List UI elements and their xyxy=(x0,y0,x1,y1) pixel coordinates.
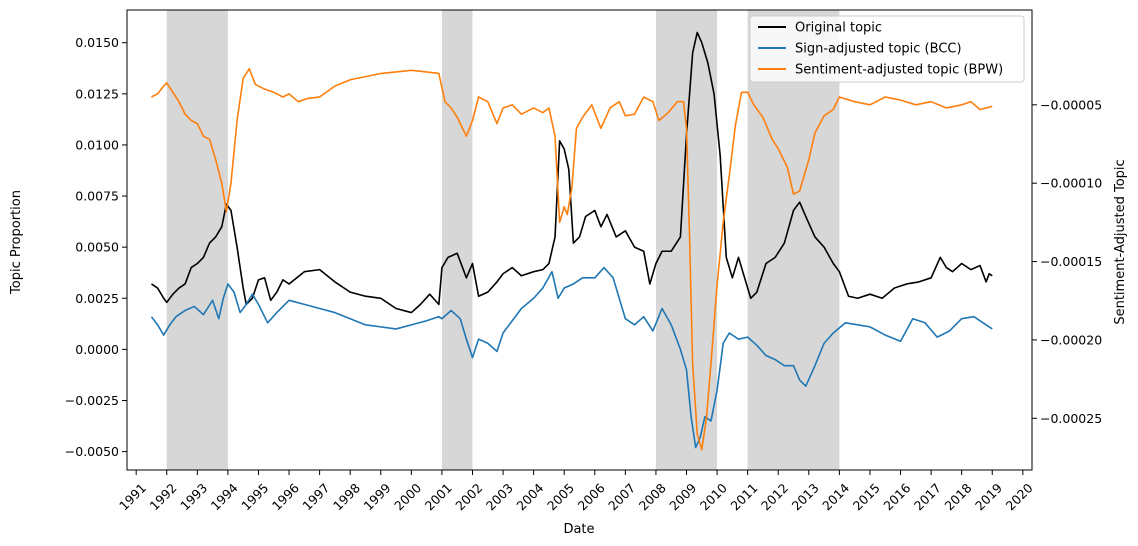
y-left-tick-label-0: −0.0050 xyxy=(65,444,119,459)
y-left-tick-label-8: 0.0150 xyxy=(75,35,119,50)
y-right-tick-label-3: −0.00010 xyxy=(1040,176,1102,191)
x-tick-label-29: 2020 xyxy=(1003,480,1036,513)
legend-box xyxy=(749,15,1025,83)
series-line-1 xyxy=(150,266,993,449)
x-tick-label-19: 2010 xyxy=(697,480,730,513)
y-axis-label-left: Topic Proportion xyxy=(9,190,24,295)
x-tick-label-22: 2013 xyxy=(789,480,822,513)
shaded-period-2 xyxy=(655,10,718,470)
x-tick-label-16: 2007 xyxy=(605,480,638,513)
x-tick-label-23: 2014 xyxy=(819,480,852,513)
y-left-tick-label-6: 0.0100 xyxy=(75,137,119,152)
y-right-tick-label-2: −0.00015 xyxy=(1040,254,1102,269)
x-tick-label-26: 2017 xyxy=(911,480,944,513)
x-tick-label-6: 1997 xyxy=(299,480,332,513)
x-tick-label-14: 2005 xyxy=(544,480,577,513)
y-axis-label-right: Sentiment-Adjusted Topic xyxy=(1113,159,1128,324)
shaded-period-3 xyxy=(747,10,840,470)
x-tick-label-13: 2004 xyxy=(513,480,546,513)
y-left-tick-label-7: 0.0125 xyxy=(75,86,119,101)
y-left-tick-label-2: 0.0000 xyxy=(75,342,119,357)
x-tick-label-3: 1994 xyxy=(208,480,241,513)
y-axis-right: −0.00025 −0.00020 −0.00015 −0.00010 −0.00005 xyxy=(1032,97,1102,426)
x-tick-label-17: 2008 xyxy=(636,480,669,513)
x-tick-label-18: 2009 xyxy=(666,480,699,513)
legend-label-1: Sign-adjusted topic (BCC) xyxy=(795,42,962,57)
x-tick-label-28: 2019 xyxy=(972,480,1005,513)
x-tick-label-24: 2015 xyxy=(850,480,883,513)
series-lines xyxy=(150,31,993,451)
y-axis-left: −0.0050 −0.0025 0.0000 0.0025 0.0050 0.0075 0.… xyxy=(65,35,127,459)
x-tick-label-12: 2003 xyxy=(483,480,516,513)
legend: Original topic Sign-adjusted topic (BCC)… xyxy=(749,15,1025,83)
y-left-tick-label-1: −0.0025 xyxy=(65,393,119,408)
y-right-tick-label-1: −0.00020 xyxy=(1040,332,1102,347)
x-tick-label-5: 1996 xyxy=(269,480,302,513)
x-tick-label-8: 1999 xyxy=(361,480,394,513)
legend-label-2: Sentiment-adjusted topic (BPW) xyxy=(795,63,1003,78)
x-axis: 1991199219931994199519961997199819992000… xyxy=(116,470,1036,513)
x-tick-label-1: 1992 xyxy=(147,480,180,513)
y-right-tick-label-4: −0.00005 xyxy=(1040,97,1102,112)
x-tick-label-9: 2000 xyxy=(391,480,424,513)
y-left-tick-label-3: 0.0025 xyxy=(75,291,119,306)
x-tick-label-10: 2001 xyxy=(422,480,455,513)
x-tick-label-20: 2011 xyxy=(727,480,760,513)
x-tick-label-21: 2012 xyxy=(758,480,791,513)
x-tick-label-7: 1998 xyxy=(330,480,363,513)
y-left-tick-label-4: 0.0050 xyxy=(75,240,119,255)
x-axis-label: Date xyxy=(563,522,594,537)
legend-label-0: Original topic xyxy=(795,21,882,36)
series-line-2 xyxy=(151,67,993,451)
recession-shading xyxy=(166,10,840,470)
plot-frame xyxy=(126,9,1033,471)
x-tick-label-25: 2016 xyxy=(880,480,913,513)
x-tick-label-11: 2002 xyxy=(452,480,485,513)
x-tick-label-27: 2018 xyxy=(941,480,974,513)
shaded-period-1 xyxy=(441,10,473,470)
x-tick-label-0: 1991 xyxy=(116,480,149,513)
y-right-tick-label-0: −0.00025 xyxy=(1040,411,1102,426)
x-tick-label-15: 2006 xyxy=(575,480,608,513)
x-tick-label-4: 1995 xyxy=(238,480,271,513)
shaded-period-0 xyxy=(166,10,228,470)
y-left-tick-label-5: 0.0075 xyxy=(75,189,119,204)
series-line-0 xyxy=(151,31,993,314)
x-tick-label-2: 1993 xyxy=(177,480,210,513)
